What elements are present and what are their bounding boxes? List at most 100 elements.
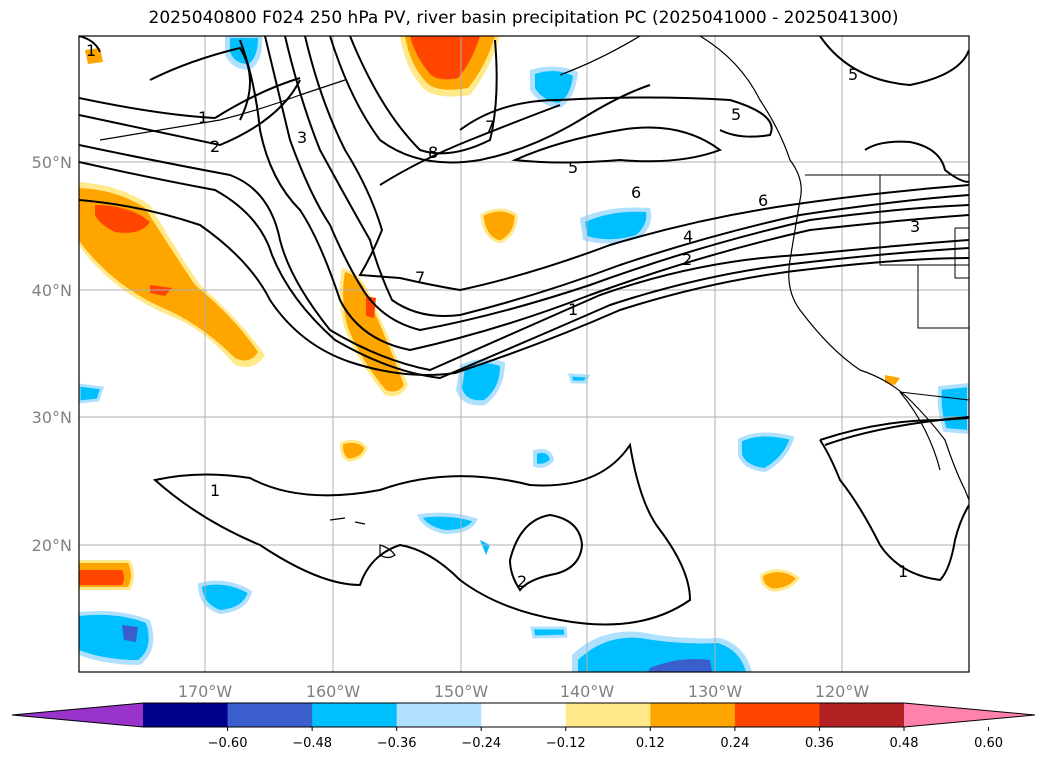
- map-area: 1 2 3 4 5 6 7 8 1 2 3 6 5 7 1 2 1 1 5: [79, 36, 969, 672]
- colorbar-extend-min: [12, 703, 143, 727]
- lon-label: 160°W: [306, 682, 361, 701]
- colorbar-swatch: [312, 703, 398, 727]
- contour-5-loop: [511, 126, 723, 164]
- baja-coast: [899, 391, 941, 471]
- shade-neg-9: [197, 580, 253, 615]
- shade-pos-blob3: [760, 569, 801, 592]
- coastline: [99, 36, 969, 559]
- contour-7-north: [379, 104, 561, 186]
- contour-jet-5: [264, 36, 969, 332]
- colorbar-tick-label: −0.24: [461, 736, 501, 751]
- contour-jet-7: [304, 36, 969, 292]
- contour-label: 7: [415, 268, 425, 287]
- contour-label: 5: [568, 158, 578, 177]
- contour-ne-2: [864, 140, 969, 183]
- colorbar-tick-label: 0.12: [636, 736, 665, 751]
- hawaii-islands: [329, 517, 396, 559]
- shade-neg-13: [79, 383, 104, 404]
- colorbar-tick-label: 0.36: [805, 736, 834, 751]
- contour-label: 2: [682, 250, 692, 269]
- colorbar-swatch: [565, 703, 651, 727]
- map-frame: [78, 35, 970, 673]
- lon-label: 170°W: [178, 682, 233, 701]
- shade-neg-10b: [79, 614, 149, 660]
- contour-label: 6: [758, 191, 768, 210]
- contour-label: 1: [568, 300, 578, 319]
- pv-contours: [79, 36, 969, 626]
- lat-label: 30°N: [32, 408, 72, 427]
- contour-jet-1: [79, 144, 969, 372]
- colorbar-extend-max: [904, 703, 1035, 727]
- shade-neg-8: [533, 449, 555, 468]
- colorbar-swatch: [650, 703, 736, 727]
- contour-labels: 1 2 3 4 5 6 7 8 1 2 3 6 5 7 1 2 1 1 5: [86, 41, 920, 591]
- lon-label: 150°W: [434, 682, 489, 701]
- shade-neg-5: [738, 432, 795, 473]
- colorbar: [11, 702, 1036, 731]
- contour-label: 3: [297, 128, 307, 147]
- colorbar-swatch: [734, 703, 820, 727]
- shade-pos-top3: [410, 36, 480, 80]
- colorbar-tick-label: −0.48: [292, 736, 332, 751]
- contour-label: 5: [848, 65, 858, 84]
- shade-pos-blob1: [480, 208, 518, 244]
- longitude-labels: 170°W 160°W 150°W 140°W 130°W 120°W: [178, 682, 870, 701]
- borders: [805, 174, 969, 401]
- lon-label: 130°W: [688, 682, 743, 701]
- lat-label: 40°N: [32, 281, 72, 300]
- graticule: [79, 36, 969, 672]
- contour-label: 1: [198, 108, 208, 127]
- contour-jet-2: [79, 161, 969, 380]
- contour-label: 2: [210, 137, 220, 156]
- colorbar-tick-label: 0.24: [720, 736, 749, 751]
- contour-label: 3: [910, 217, 920, 236]
- colorbar-tick-label: −0.36: [377, 736, 417, 751]
- colorbar-swatch: [143, 703, 229, 727]
- shade-neg-12: [530, 626, 568, 639]
- shade-neg-10c: [122, 625, 138, 642]
- shade-neg-2b: [535, 70, 573, 103]
- contour-far-south-east: [824, 416, 969, 446]
- shade-neg-3b: [585, 211, 647, 240]
- shade-pos-blob5: [885, 375, 900, 385]
- shade-neg-11c: [648, 659, 712, 672]
- contour-jet-8: [329, 36, 651, 164]
- colorbar-swatch: [819, 703, 905, 727]
- shading-layer: [79, 36, 969, 672]
- colorbar-tick-label: 0.48: [890, 736, 919, 751]
- shade-neg-7: [417, 512, 478, 535]
- plot-title: 2025040800 F024 250 hPa PV, river basin …: [148, 8, 899, 28]
- contour-8b: [349, 36, 498, 155]
- shade-pos-center3: [366, 296, 376, 318]
- contour-label: 2: [517, 572, 527, 591]
- contour-label: 4: [683, 227, 693, 246]
- shade-pos-blob4c: [79, 570, 124, 585]
- colorbar-swatch: [396, 703, 482, 727]
- colorbar-outline: [11, 702, 1036, 728]
- latitude-labels: 50°N 40°N 30°N 20°N: [32, 153, 72, 555]
- colorbar-swatch: [481, 703, 567, 727]
- shade-pos-center2: [343, 272, 404, 392]
- contour-5-ne: [819, 36, 969, 87]
- lon-label: 120°W: [815, 682, 870, 701]
- contour-south-1: [152, 442, 692, 626]
- contour-label: 7: [485, 117, 495, 136]
- north-america-coast: [559, 36, 969, 501]
- shade-neg-6: [937, 382, 969, 435]
- contour-label: 6: [631, 183, 641, 202]
- contour-label: 1: [898, 562, 908, 581]
- contour-south-2: [508, 513, 584, 592]
- contour-label: 8: [428, 143, 438, 162]
- contour-wave-a: [149, 46, 251, 121]
- contour-1-north: [79, 77, 301, 120]
- contour-jet-3: [79, 199, 969, 376]
- shade-neg-4b: [462, 363, 500, 401]
- contour-label: 1: [210, 481, 220, 500]
- lat-label: 20°N: [32, 536, 72, 555]
- contour-label: 1: [86, 41, 96, 60]
- shade-pos-blob2: [340, 439, 368, 462]
- shade-neg-15: [480, 540, 490, 555]
- colorbar-tick-label: −0.12: [546, 736, 586, 751]
- shade-pos-3: [95, 205, 150, 233]
